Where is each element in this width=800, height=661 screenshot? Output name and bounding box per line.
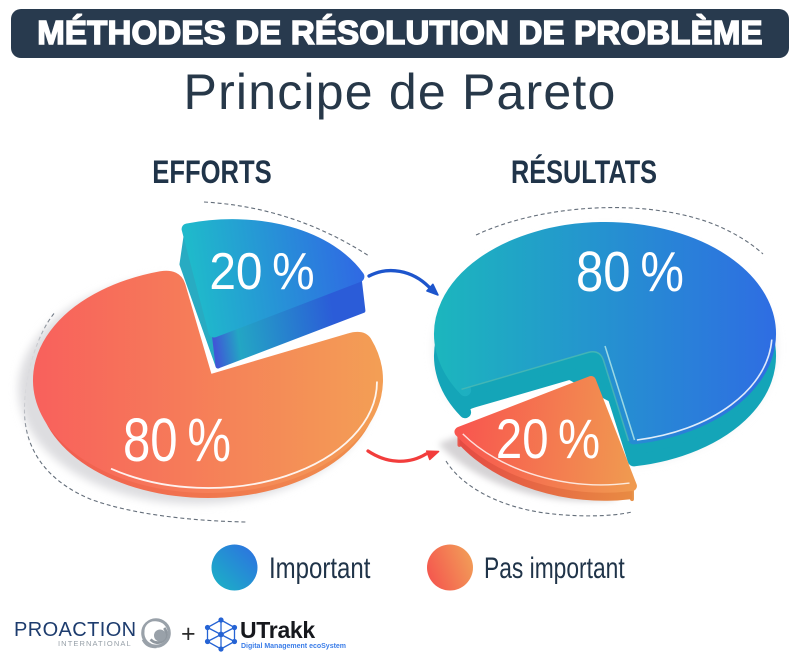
svg-text:MÉTHODES DE RÉSOLUTION DE PROB: MÉTHODES DE RÉSOLUTION DE PROBLÈME <box>37 14 763 51</box>
